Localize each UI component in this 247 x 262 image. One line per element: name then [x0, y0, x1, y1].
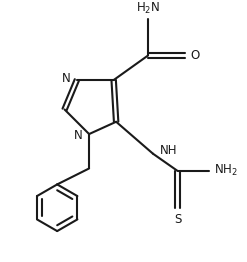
- Text: NH: NH: [160, 144, 177, 156]
- Text: N: N: [74, 129, 82, 142]
- Text: NH$_2$: NH$_2$: [214, 163, 238, 178]
- Text: O: O: [190, 49, 200, 62]
- Text: N: N: [62, 72, 70, 85]
- Text: H$_2$N: H$_2$N: [136, 1, 160, 16]
- Text: S: S: [174, 213, 181, 226]
